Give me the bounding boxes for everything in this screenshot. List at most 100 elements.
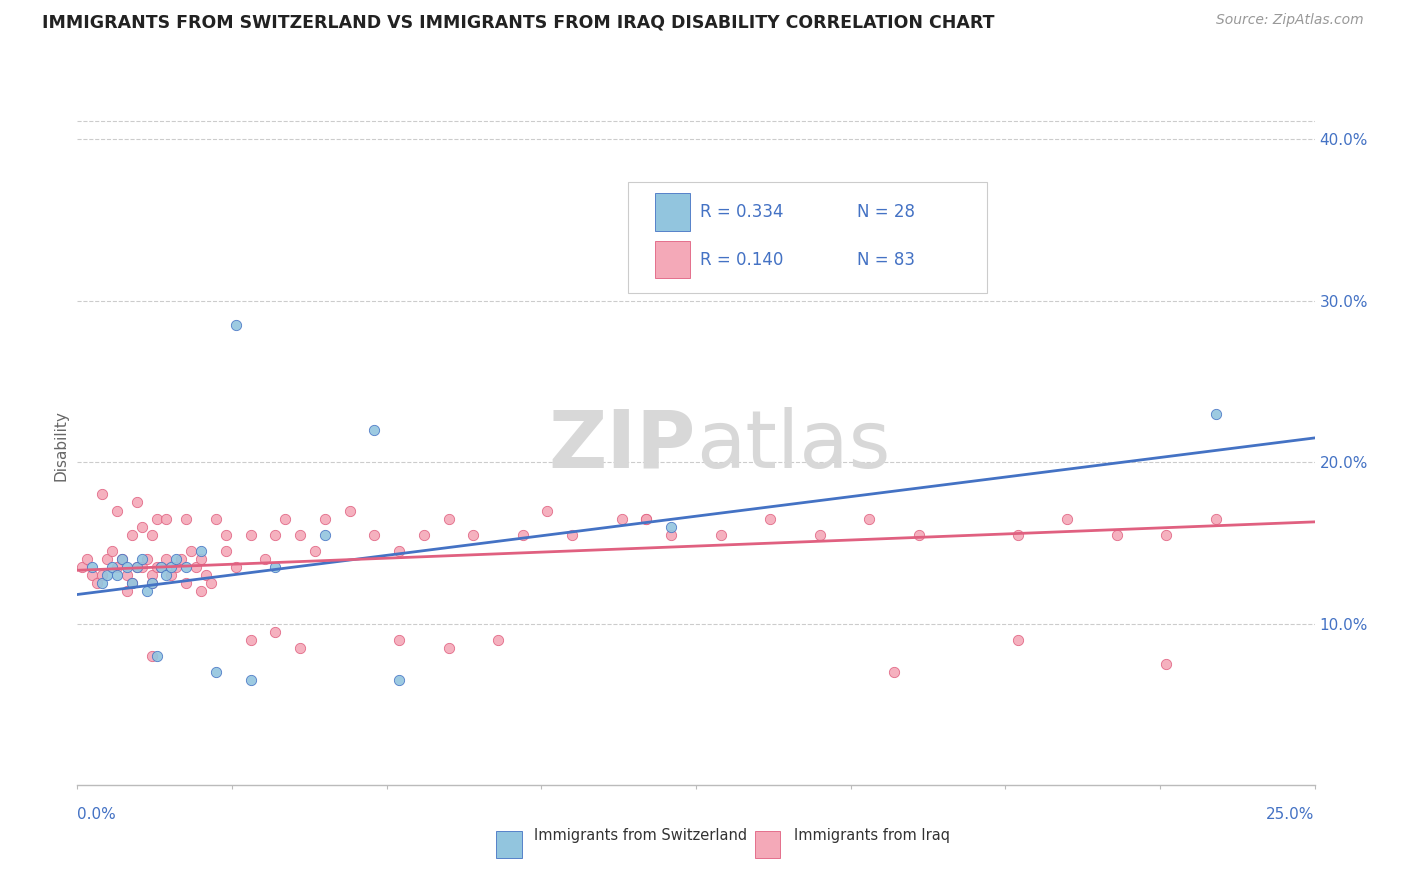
- Point: [96, 552, 118, 566]
- Point: [101, 544, 124, 558]
- Point: [636, 511, 658, 525]
- Point: [239, 528, 262, 542]
- Point: [155, 552, 177, 566]
- Point: [858, 511, 880, 525]
- Point: [200, 576, 222, 591]
- Text: N = 83: N = 83: [856, 251, 915, 268]
- Point: [174, 560, 197, 574]
- Point: [125, 495, 148, 509]
- Text: Immigrants from Switzerland: Immigrants from Switzerland: [534, 829, 748, 843]
- Point: [314, 528, 336, 542]
- Point: [561, 528, 583, 542]
- Point: [1154, 657, 1177, 671]
- Point: [808, 528, 831, 542]
- Text: 25.0%: 25.0%: [1267, 807, 1315, 822]
- Point: [636, 511, 658, 525]
- Point: [121, 576, 143, 591]
- Point: [710, 528, 733, 542]
- Text: atlas: atlas: [696, 407, 890, 485]
- Point: [388, 673, 411, 687]
- Point: [1007, 632, 1029, 647]
- Point: [1205, 511, 1227, 525]
- Point: [437, 640, 460, 655]
- Point: [150, 560, 173, 574]
- Point: [659, 528, 682, 542]
- Point: [412, 528, 434, 542]
- Bar: [655, 194, 690, 231]
- Y-axis label: Disability: Disability: [53, 410, 69, 482]
- Point: [288, 640, 311, 655]
- Point: [86, 576, 108, 591]
- Point: [174, 576, 197, 591]
- Point: [180, 544, 202, 558]
- Point: [314, 511, 336, 525]
- Point: [82, 568, 104, 582]
- Point: [145, 511, 167, 525]
- Point: [111, 552, 134, 566]
- Point: [174, 511, 197, 525]
- Point: [82, 560, 104, 574]
- Point: [135, 552, 157, 566]
- Text: R = 0.334: R = 0.334: [700, 203, 783, 221]
- Point: [101, 560, 124, 574]
- Point: [215, 544, 238, 558]
- Point: [388, 544, 411, 558]
- Point: [121, 576, 143, 591]
- Text: Immigrants from Iraq: Immigrants from Iraq: [794, 829, 950, 843]
- Point: [141, 576, 163, 591]
- Point: [205, 511, 228, 525]
- Point: [215, 528, 238, 542]
- Point: [160, 568, 183, 582]
- Text: N = 28: N = 28: [856, 203, 915, 221]
- Point: [1105, 528, 1128, 542]
- Text: ZIP: ZIP: [548, 407, 696, 485]
- Point: [165, 552, 187, 566]
- Point: [190, 544, 212, 558]
- Point: [190, 584, 212, 599]
- Point: [512, 528, 534, 542]
- Point: [659, 519, 682, 533]
- Point: [363, 423, 385, 437]
- Point: [463, 528, 485, 542]
- Point: [170, 552, 193, 566]
- Point: [1205, 407, 1227, 421]
- Point: [883, 665, 905, 679]
- Text: IMMIGRANTS FROM SWITZERLAND VS IMMIGRANTS FROM IRAQ DISABILITY CORRELATION CHART: IMMIGRANTS FROM SWITZERLAND VS IMMIGRANT…: [42, 13, 994, 31]
- Point: [131, 552, 153, 566]
- Point: [486, 632, 509, 647]
- Point: [907, 528, 929, 542]
- Point: [304, 544, 326, 558]
- Point: [125, 560, 148, 574]
- Point: [141, 568, 163, 582]
- Point: [205, 665, 228, 679]
- Point: [388, 632, 411, 647]
- Point: [145, 648, 167, 663]
- Point: [225, 560, 247, 574]
- Point: [111, 552, 134, 566]
- Point: [141, 648, 163, 663]
- Point: [437, 511, 460, 525]
- Point: [274, 511, 297, 525]
- Point: [135, 584, 157, 599]
- Bar: [496, 831, 522, 858]
- Point: [155, 568, 177, 582]
- Point: [184, 560, 207, 574]
- Point: [115, 584, 138, 599]
- Point: [72, 560, 94, 574]
- Point: [76, 552, 98, 566]
- Point: [105, 560, 128, 574]
- Point: [115, 568, 138, 582]
- Point: [363, 528, 385, 542]
- Bar: [755, 831, 780, 858]
- Point: [131, 519, 153, 533]
- Point: [91, 576, 114, 591]
- Point: [190, 552, 212, 566]
- Point: [239, 632, 262, 647]
- Point: [141, 576, 163, 591]
- Point: [610, 511, 633, 525]
- Text: Source: ZipAtlas.com: Source: ZipAtlas.com: [1216, 13, 1364, 28]
- Point: [264, 560, 287, 574]
- Point: [105, 568, 128, 582]
- Point: [1007, 528, 1029, 542]
- Point: [145, 560, 167, 574]
